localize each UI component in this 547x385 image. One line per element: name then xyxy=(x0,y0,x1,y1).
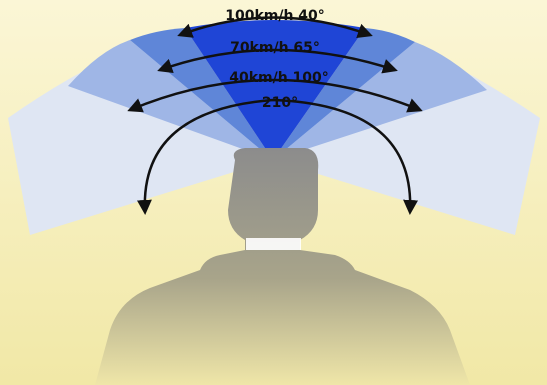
collar xyxy=(246,238,301,250)
label-40kmh: 40km/h 100° xyxy=(229,70,329,86)
label-100kmh: 100km/h 40° xyxy=(225,8,325,24)
arc-arrow-40kmh xyxy=(127,78,423,113)
person-silhouette xyxy=(95,148,470,385)
arc-arrow-210 xyxy=(136,98,419,215)
vision-zone-100kmh xyxy=(185,20,365,160)
arc-arrow-70kmh xyxy=(157,48,398,74)
label-210: 210° xyxy=(262,95,298,111)
arc-arrow-100kmh xyxy=(177,16,373,38)
label-70kmh: 70km/h 65° xyxy=(230,40,320,56)
